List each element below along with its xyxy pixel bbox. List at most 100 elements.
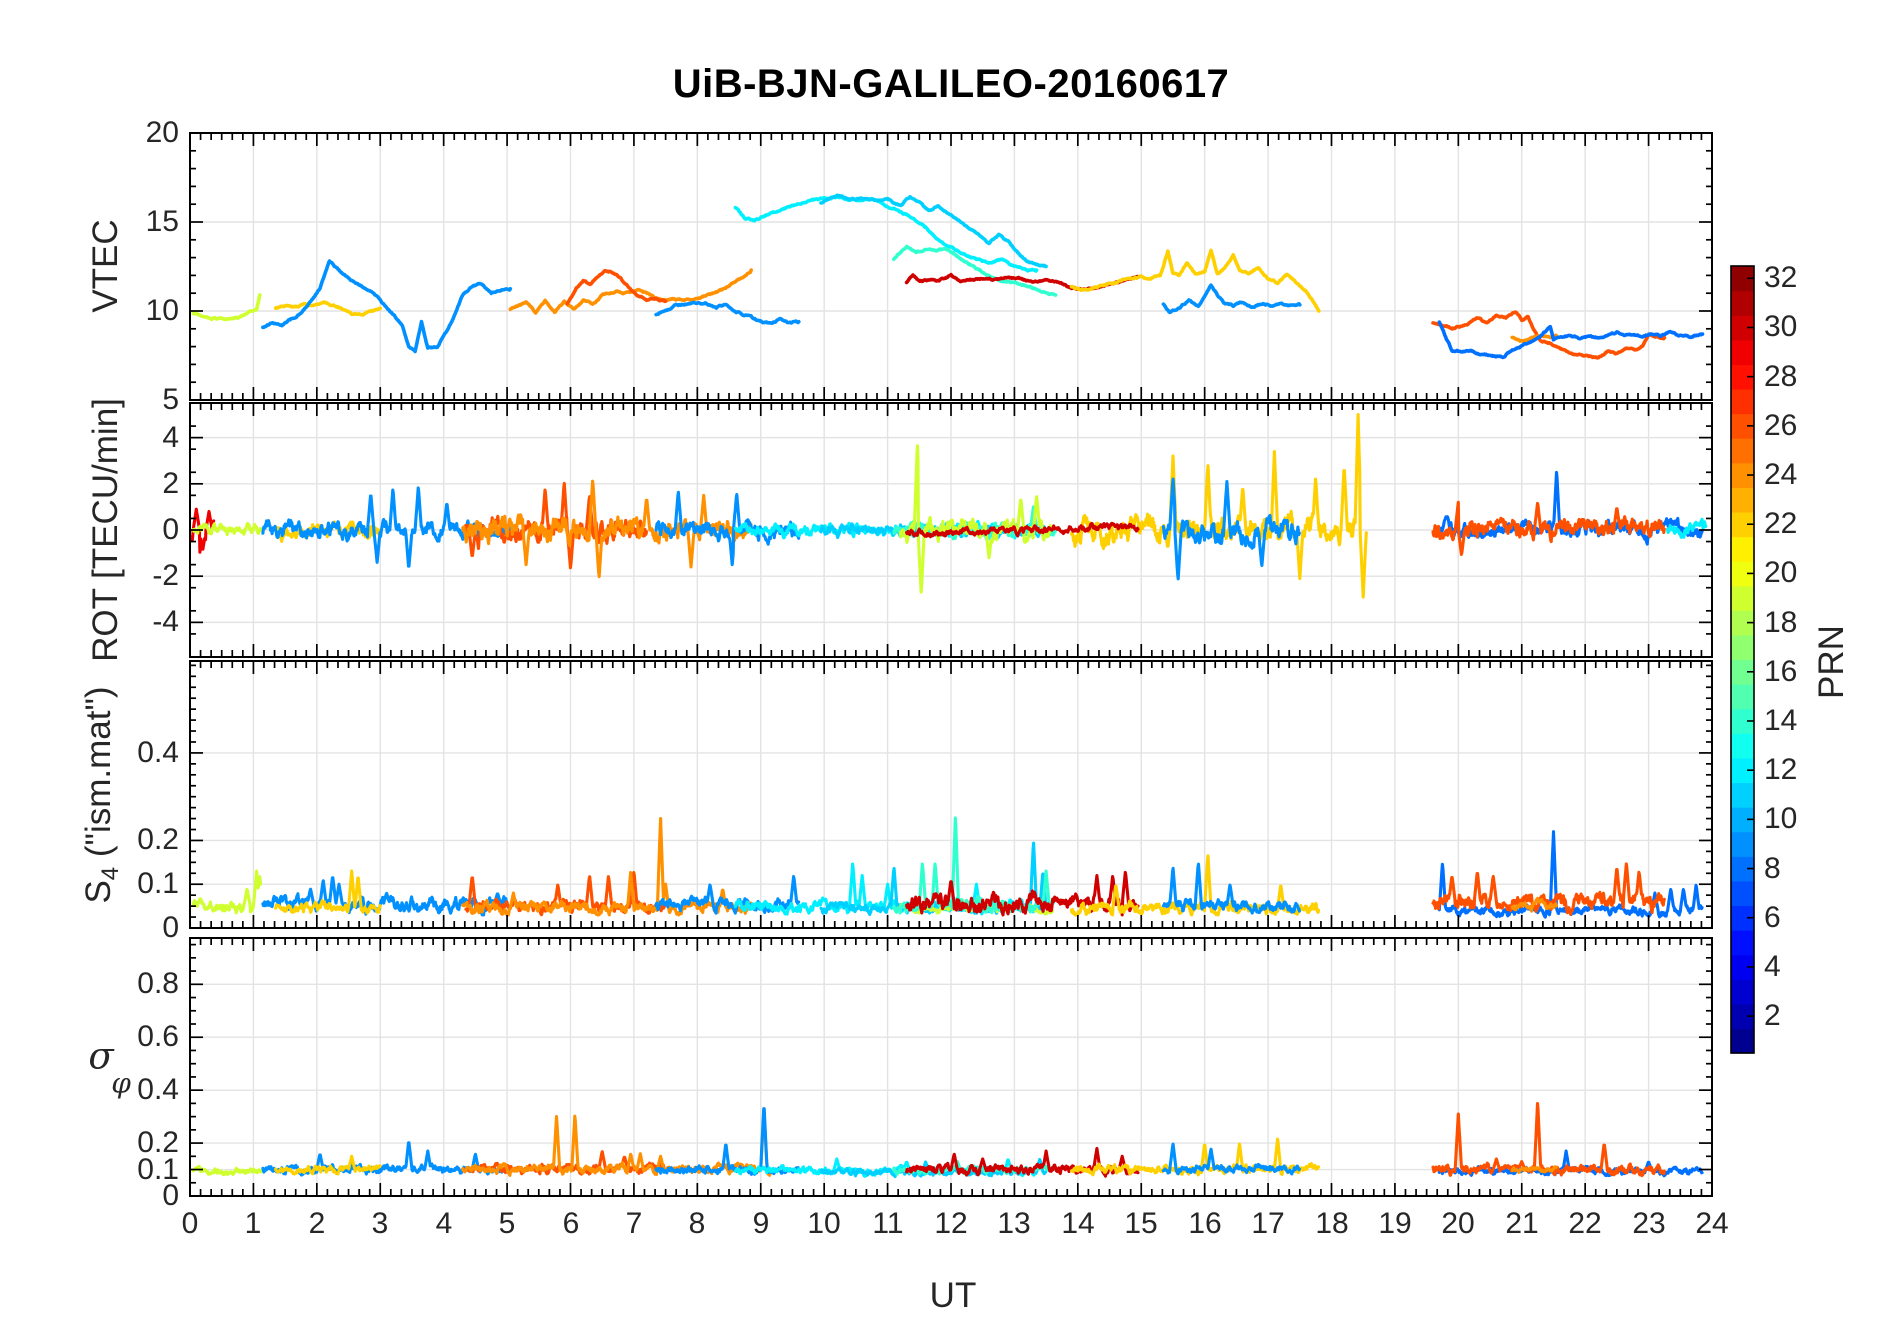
colorbar-band (1731, 585, 1754, 611)
trace-prn-24 (461, 479, 753, 579)
x-tick-label: 23 (1632, 1207, 1666, 1240)
x-tick-label: 19 (1378, 1207, 1412, 1240)
y-tick-label-rot: -2 (152, 559, 179, 592)
trace-prn-12 (1666, 517, 1708, 539)
trace-prn-22 (273, 300, 383, 317)
trace-prn-22 (1069, 248, 1321, 313)
trace-prn-9 (654, 300, 801, 325)
colorbar-band (1731, 782, 1754, 808)
x-tick-label: 1 (244, 1207, 262, 1240)
x-tick-label: 14 (1061, 1207, 1095, 1240)
colorbar-band (1731, 856, 1754, 882)
x-tick-label: 12 (934, 1207, 968, 1240)
trace-prn-24 (1510, 333, 1559, 343)
trace-prn-11 (819, 193, 1048, 269)
colorbar-ticks (1747, 277, 1754, 1017)
gridlines-s4 (190, 661, 1712, 928)
y-tick-label-sigma: 0 (162, 1179, 179, 1212)
x-tick-label: 11 (872, 1207, 904, 1240)
trace-prn-9 (1161, 862, 1301, 915)
s4-label-rest: ("ism.mat") (79, 686, 118, 867)
colorbar-tick-label: 18 (1764, 606, 1798, 639)
y-tick-label-s4: 0.1 (137, 867, 179, 900)
trace-prn-26 (1431, 862, 1666, 916)
colorbar-band (1731, 807, 1754, 833)
colorbar-band (1731, 954, 1754, 980)
y-tick-label-sigma: 0.4 (137, 1073, 179, 1106)
x-tick-label: 0 (181, 1207, 199, 1240)
y-tick-label-sigma: 0.8 (137, 967, 179, 1000)
colorbar-band (1731, 905, 1754, 931)
y-tick-label-s4: 0 (162, 911, 179, 944)
colorbar-tick-label: 22 (1764, 507, 1798, 540)
colorbar-band (1731, 610, 1754, 636)
trace-prn-30 (905, 870, 1140, 917)
colorbar-tick-label: 20 (1764, 556, 1798, 589)
colorbar-tick-label: 26 (1764, 409, 1798, 442)
s4-label-main: S (79, 880, 118, 904)
y-tick-label-s4: 0.4 (137, 736, 179, 769)
colorbar-band (1731, 979, 1754, 1005)
x-tick-label: 7 (625, 1207, 643, 1240)
x-tick-label: 21 (1505, 1207, 1539, 1240)
trace-prn-22 (274, 869, 382, 915)
colorbar-band (1731, 733, 1754, 759)
trace-prn-12 (733, 194, 1039, 273)
y-tick-label-rot: 4 (162, 421, 179, 454)
colorbar-band (1731, 462, 1754, 488)
y-tick-label-vtec: 15 (145, 205, 179, 238)
ticks-vtec (189, 132, 1713, 401)
series-sigma (191, 1101, 1704, 1179)
trace-prn-9 (654, 875, 801, 915)
trace-prn-19 (191, 293, 262, 322)
gridlines-vtec (190, 133, 1712, 400)
y-tick-label-rot: 0 (162, 513, 179, 546)
trace-prn-9 (261, 259, 513, 354)
colorbar-tick-label: 12 (1764, 753, 1798, 786)
trace-prn-24 (1510, 1165, 1558, 1174)
trace-prn-24 (461, 817, 753, 917)
colorbar-band (1731, 339, 1754, 365)
trace-prn-22 (274, 1154, 382, 1176)
colorbar-band (1731, 364, 1754, 390)
trace-prn-19 (191, 869, 263, 915)
y-tick-label-s4: 0.2 (137, 823, 179, 856)
trace-prn-26 (1431, 500, 1666, 556)
chart-title: UiB-BJN-GALILEO-20160617 (672, 62, 1230, 106)
colorbar-band (1731, 290, 1754, 316)
x-tick-label: 16 (1188, 1207, 1222, 1240)
x-tick-label: 5 (498, 1207, 516, 1240)
colorbar-tick-label: 10 (1764, 802, 1798, 835)
y-tick-label-sigma: 0.1 (137, 1153, 179, 1186)
trace-prn-22 (1069, 412, 1368, 599)
panel-frame-sigma (189, 937, 1713, 1197)
x-tick-label: 17 (1251, 1207, 1285, 1240)
y-tick-label-sigma: 0.6 (137, 1020, 179, 1053)
colorbar-band (1731, 757, 1754, 784)
y-axis-label-sigma-subscript: φ (111, 1066, 131, 1100)
colorbar-tick-label: 14 (1764, 704, 1798, 737)
x-tick-label: 10 (807, 1207, 841, 1240)
gridlines-sigma (190, 938, 1712, 1196)
colorbar-tick-label: 24 (1764, 458, 1798, 491)
trace-prn-9 (1161, 477, 1301, 581)
y-tick-label-vtec: 20 (145, 116, 179, 149)
y-tick-label-vtec: 5 (162, 383, 179, 416)
trace-prn-24 (1510, 896, 1558, 913)
colorbar-tick-label: 30 (1764, 310, 1798, 343)
y-tick-label-sigma: 0.2 (137, 1126, 179, 1159)
y-axis-label-sigma: σ (88, 1034, 114, 1078)
colorbar-band (1731, 413, 1754, 439)
y-axis-label-vtec: VTEC (86, 219, 125, 313)
x-tick-label: 20 (1441, 1207, 1475, 1240)
trace-prn-14 (892, 244, 1058, 297)
colorbar-label: PRN (1812, 625, 1851, 699)
colorbar-band (1731, 930, 1754, 956)
colorbar-band (1731, 511, 1754, 538)
x-tick-label: 4 (435, 1207, 453, 1240)
colorbar-tick-label: 16 (1764, 655, 1798, 688)
colorbar-band (1731, 561, 1754, 587)
x-tick-label: 8 (688, 1207, 706, 1240)
x-tick-label: 18 (1315, 1207, 1349, 1240)
